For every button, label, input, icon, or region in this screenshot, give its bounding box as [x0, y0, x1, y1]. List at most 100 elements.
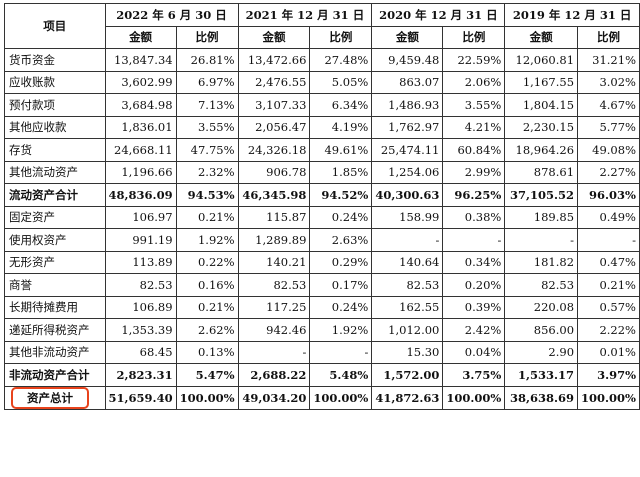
- table-row: 资产总计 51,659.40 100.00% 49,034.20 100.00% 41,8…: [4, 385, 640, 410]
- row-label: 应收账款: [4, 70, 106, 94]
- amount-cell: 13,472.66: [237, 48, 311, 72]
- amount-cell: 140.21: [237, 250, 311, 274]
- amount-cell: 115.87: [237, 205, 311, 229]
- ratio-cell: 3.97%: [577, 363, 640, 387]
- table-row: 货币资金 13,847.34 26.81% 13,472.66 27.48% 9,459.…: [4, 48, 640, 72]
- ratio-cell: 0.24%: [309, 295, 373, 319]
- ratio-cell: 31.21%: [577, 48, 640, 72]
- ratio-cell: 3.55%: [175, 115, 239, 139]
- header-period: 2021 年 12 月 31 日: [237, 3, 373, 27]
- ratio-cell: 49.61%: [309, 138, 373, 162]
- header-ratio: 比例: [442, 25, 506, 49]
- header-ratio: 比例: [309, 25, 373, 49]
- amount-cell: 113.89: [104, 250, 177, 274]
- row-label: 其他非流动资产: [4, 340, 106, 364]
- ratio-cell: 0.38%: [442, 205, 506, 229]
- row-label: 长期待摊费用: [4, 295, 106, 319]
- table-row: 其他应收款 1,836.01 3.55% 2,056.47 4.19% 1,762.97 4…: [4, 115, 640, 139]
- amount-cell: 1,572.00: [371, 363, 444, 387]
- ratio-cell: 3.02%: [577, 70, 640, 94]
- amount-cell: 82.53: [104, 273, 177, 297]
- amount-cell: 106.97: [104, 205, 177, 229]
- amount-cell: 25,474.11: [371, 138, 444, 162]
- row-label: 预付款项: [4, 93, 106, 117]
- row-label: 无形资产: [4, 250, 106, 274]
- table-row: 长期待摊费用 106.89 0.21% 117.25 0.24% 162.55 0.39% 2…: [4, 295, 640, 319]
- table-row: 递延所得税资产 1,353.39 2.62% 942.46 1.92% 1,012.00 2…: [4, 318, 640, 342]
- ratio-cell: 94.53%: [175, 183, 239, 207]
- amount-cell: 158.99: [371, 205, 444, 229]
- ratio-cell: 2.22%: [577, 318, 640, 342]
- table-row: 非流动资产合计 2,823.31 5.47% 2,688.22 5.48% 1,572.0…: [4, 363, 640, 387]
- ratio-cell: 0.13%: [175, 340, 239, 364]
- amount-cell: 189.85: [504, 205, 579, 229]
- amount-cell: 18,964.26: [504, 138, 579, 162]
- amount-cell: 856.00: [504, 318, 579, 342]
- row-label: 存货: [4, 138, 106, 162]
- table-row: 商誉 82.53 0.16% 82.53 0.17% 82.53 0.20% 82.53 0.2…: [4, 273, 640, 297]
- amount-cell: 48,836.09: [104, 183, 177, 207]
- ratio-cell: -: [577, 228, 640, 252]
- amount-cell: 991.19: [104, 228, 177, 252]
- ratio-cell: 100.00%: [309, 385, 373, 410]
- ratio-cell: 0.21%: [577, 273, 640, 297]
- amount-cell: 2,230.15: [504, 115, 579, 139]
- amount-cell: 24,668.11: [104, 138, 177, 162]
- ratio-cell: 2.62%: [175, 318, 239, 342]
- ratio-cell: 0.57%: [577, 295, 640, 319]
- ratio-cell: 0.17%: [309, 273, 373, 297]
- header-period: 2019 年 12 月 31 日: [504, 3, 640, 27]
- amount-cell: 37,105.52: [504, 183, 579, 207]
- ratio-cell: 0.29%: [309, 250, 373, 274]
- amount-cell: -: [237, 340, 311, 364]
- amount-cell: 162.55: [371, 295, 444, 319]
- row-label: 商誉: [4, 273, 106, 297]
- ratio-cell: 96.03%: [577, 183, 640, 207]
- row-label: 其他应收款: [4, 115, 106, 139]
- table-row: 预付款项 3,684.98 7.13% 3,107.33 6.34% 1,486.93 3.…: [4, 93, 640, 117]
- ratio-cell: 5.05%: [309, 70, 373, 94]
- ratio-cell: 3.55%: [442, 93, 506, 117]
- table-row: 其他流动资产 1,196.66 2.32% 906.78 1.85% 1,254.06 2.…: [4, 160, 640, 184]
- ratio-cell: 47.75%: [175, 138, 239, 162]
- ratio-cell: 0.04%: [442, 340, 506, 364]
- ratio-cell: 0.47%: [577, 250, 640, 274]
- amount-cell: 1,254.06: [371, 160, 444, 184]
- ratio-cell: 4.21%: [442, 115, 506, 139]
- amount-cell: 13,847.34: [104, 48, 177, 72]
- ratio-cell: 26.81%: [175, 48, 239, 72]
- amount-cell: 1,167.55: [504, 70, 579, 94]
- ratio-cell: 6.97%: [175, 70, 239, 94]
- header-row-periods: 项目 2022 年 6 月 30 日 2021 年 12 月 31 日 2020…: [4, 3, 640, 49]
- amount-cell: 1,804.15: [504, 93, 579, 117]
- amount-cell: 863.07: [371, 70, 444, 94]
- header-ratio: 比例: [175, 25, 239, 49]
- header-amount: 金额: [504, 25, 579, 49]
- table-row: 固定资产 106.97 0.21% 115.87 0.24% 158.99 0.38% 189…: [4, 205, 640, 229]
- header-row-subcolumns: 金额 比例 金额 比例 金额 比例 金额 比例: [5, 25, 640, 49]
- amount-cell: 1,533.17: [504, 363, 579, 387]
- ratio-cell: 0.34%: [442, 250, 506, 274]
- amount-cell: 1,486.93: [371, 93, 444, 117]
- ratio-cell: 27.48%: [309, 48, 373, 72]
- ratio-cell: 2.06%: [442, 70, 506, 94]
- amount-cell: 1,762.97: [371, 115, 444, 139]
- ratio-cell: 22.59%: [442, 48, 506, 72]
- amount-cell: 15.30: [371, 340, 444, 364]
- amount-cell: 82.53: [504, 273, 579, 297]
- header-period: 2020 年 12 月 31 日: [371, 3, 506, 27]
- ratio-cell: 4.67%: [577, 93, 640, 117]
- row-label: 递延所得税资产: [4, 318, 106, 342]
- ratio-cell: 1.92%: [309, 318, 373, 342]
- amount-cell: -: [371, 228, 444, 252]
- ratio-cell: 60.84%: [442, 138, 506, 162]
- amount-cell: 117.25: [237, 295, 311, 319]
- header-amount: 金额: [104, 25, 177, 49]
- amount-cell: 878.61: [504, 160, 579, 184]
- header-period: 2022 年 6 月 30 日: [104, 3, 239, 27]
- amount-cell: 140.64: [371, 250, 444, 274]
- ratio-cell: 4.19%: [309, 115, 373, 139]
- ratio-cell: 0.20%: [442, 273, 506, 297]
- table-row: 其他非流动资产 68.45 0.13% - -15.30 0.04% 2.90 0.01%: [4, 340, 640, 364]
- amount-cell: 46,345.98: [237, 183, 311, 207]
